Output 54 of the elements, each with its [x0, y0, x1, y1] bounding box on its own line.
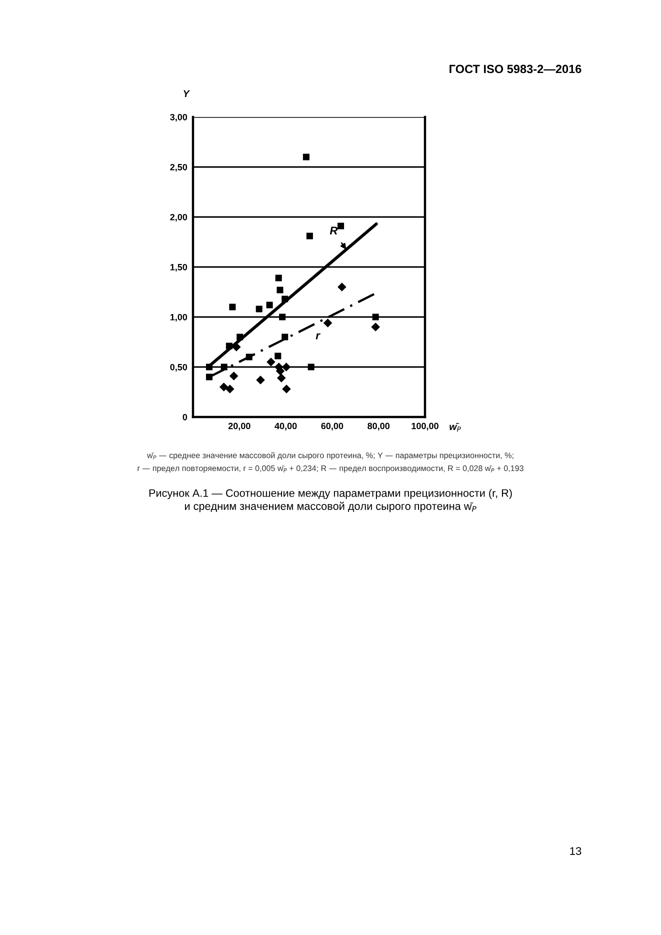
point — [282, 334, 288, 340]
point — [226, 342, 232, 350]
y-tick-label: 0,50 — [170, 364, 188, 372]
point — [279, 314, 286, 320]
point — [219, 382, 228, 392]
text: Рисунок А.1 — Соотношение между параметрами прецизионности (r, R) — [149, 488, 512, 500]
text: r — предел повторяемости, r = 0,005 w̄$_{P}$ + 0,234; R — предел воспроизводимости, R = 0,028 w̄$_{P}$ + 0,193 — [138, 465, 524, 473]
point — [256, 306, 262, 312]
y-tick-label: 1,00 — [170, 314, 188, 322]
point — [246, 354, 252, 360]
series-label: r — [316, 333, 320, 340]
point — [229, 372, 238, 380]
point — [274, 352, 282, 360]
y-tick-label: 2,50 — [170, 164, 188, 172]
point — [323, 318, 332, 328]
point — [306, 232, 313, 240]
point — [206, 364, 212, 370]
point — [232, 342, 241, 352]
point — [302, 154, 310, 160]
text: и средним значением массовой доли сырого протеина w̄$_{P}$ — [185, 502, 476, 512]
x-tick-label: 80,00 — [368, 422, 390, 430]
point — [266, 358, 276, 366]
y-tick-label: 1,50 — [170, 264, 188, 272]
point — [206, 374, 212, 380]
point — [282, 362, 291, 372]
y-tick-label: 3,00 — [170, 114, 188, 122]
point — [256, 376, 265, 384]
point — [338, 222, 344, 230]
point — [282, 384, 291, 394]
series-label: R — [330, 226, 338, 234]
x-tick-label: 60,00 — [321, 422, 344, 430]
text: 13 — [570, 847, 582, 855]
x-tick-label: 40,00 — [274, 422, 297, 430]
point — [275, 274, 282, 282]
y-axis-title: Y — [184, 90, 190, 97]
point — [266, 302, 273, 308]
point — [371, 322, 380, 332]
point — [277, 374, 286, 382]
point — [220, 364, 228, 370]
x-tick-label: 20,00 — [228, 422, 250, 430]
point — [236, 334, 244, 340]
point — [282, 296, 288, 302]
y-tick-label: 2,00 — [170, 214, 188, 222]
point — [225, 384, 234, 394]
y-tick-label: 0 — [182, 414, 188, 420]
text: ГОСТ ISO 5983-2—2016 — [450, 64, 582, 74]
point — [338, 282, 346, 292]
x-tick-label: 100,00 — [412, 422, 438, 430]
text: w̄$_{P}$ — среднее значение массовой доли сырого протеина, %; Y — параметры прецизионности, %; — [146, 452, 514, 460]
point — [276, 286, 284, 294]
point — [372, 314, 379, 320]
point — [229, 304, 236, 310]
x-axis-title: w̄$_{P}$ — [450, 422, 461, 432]
point — [308, 364, 314, 370]
